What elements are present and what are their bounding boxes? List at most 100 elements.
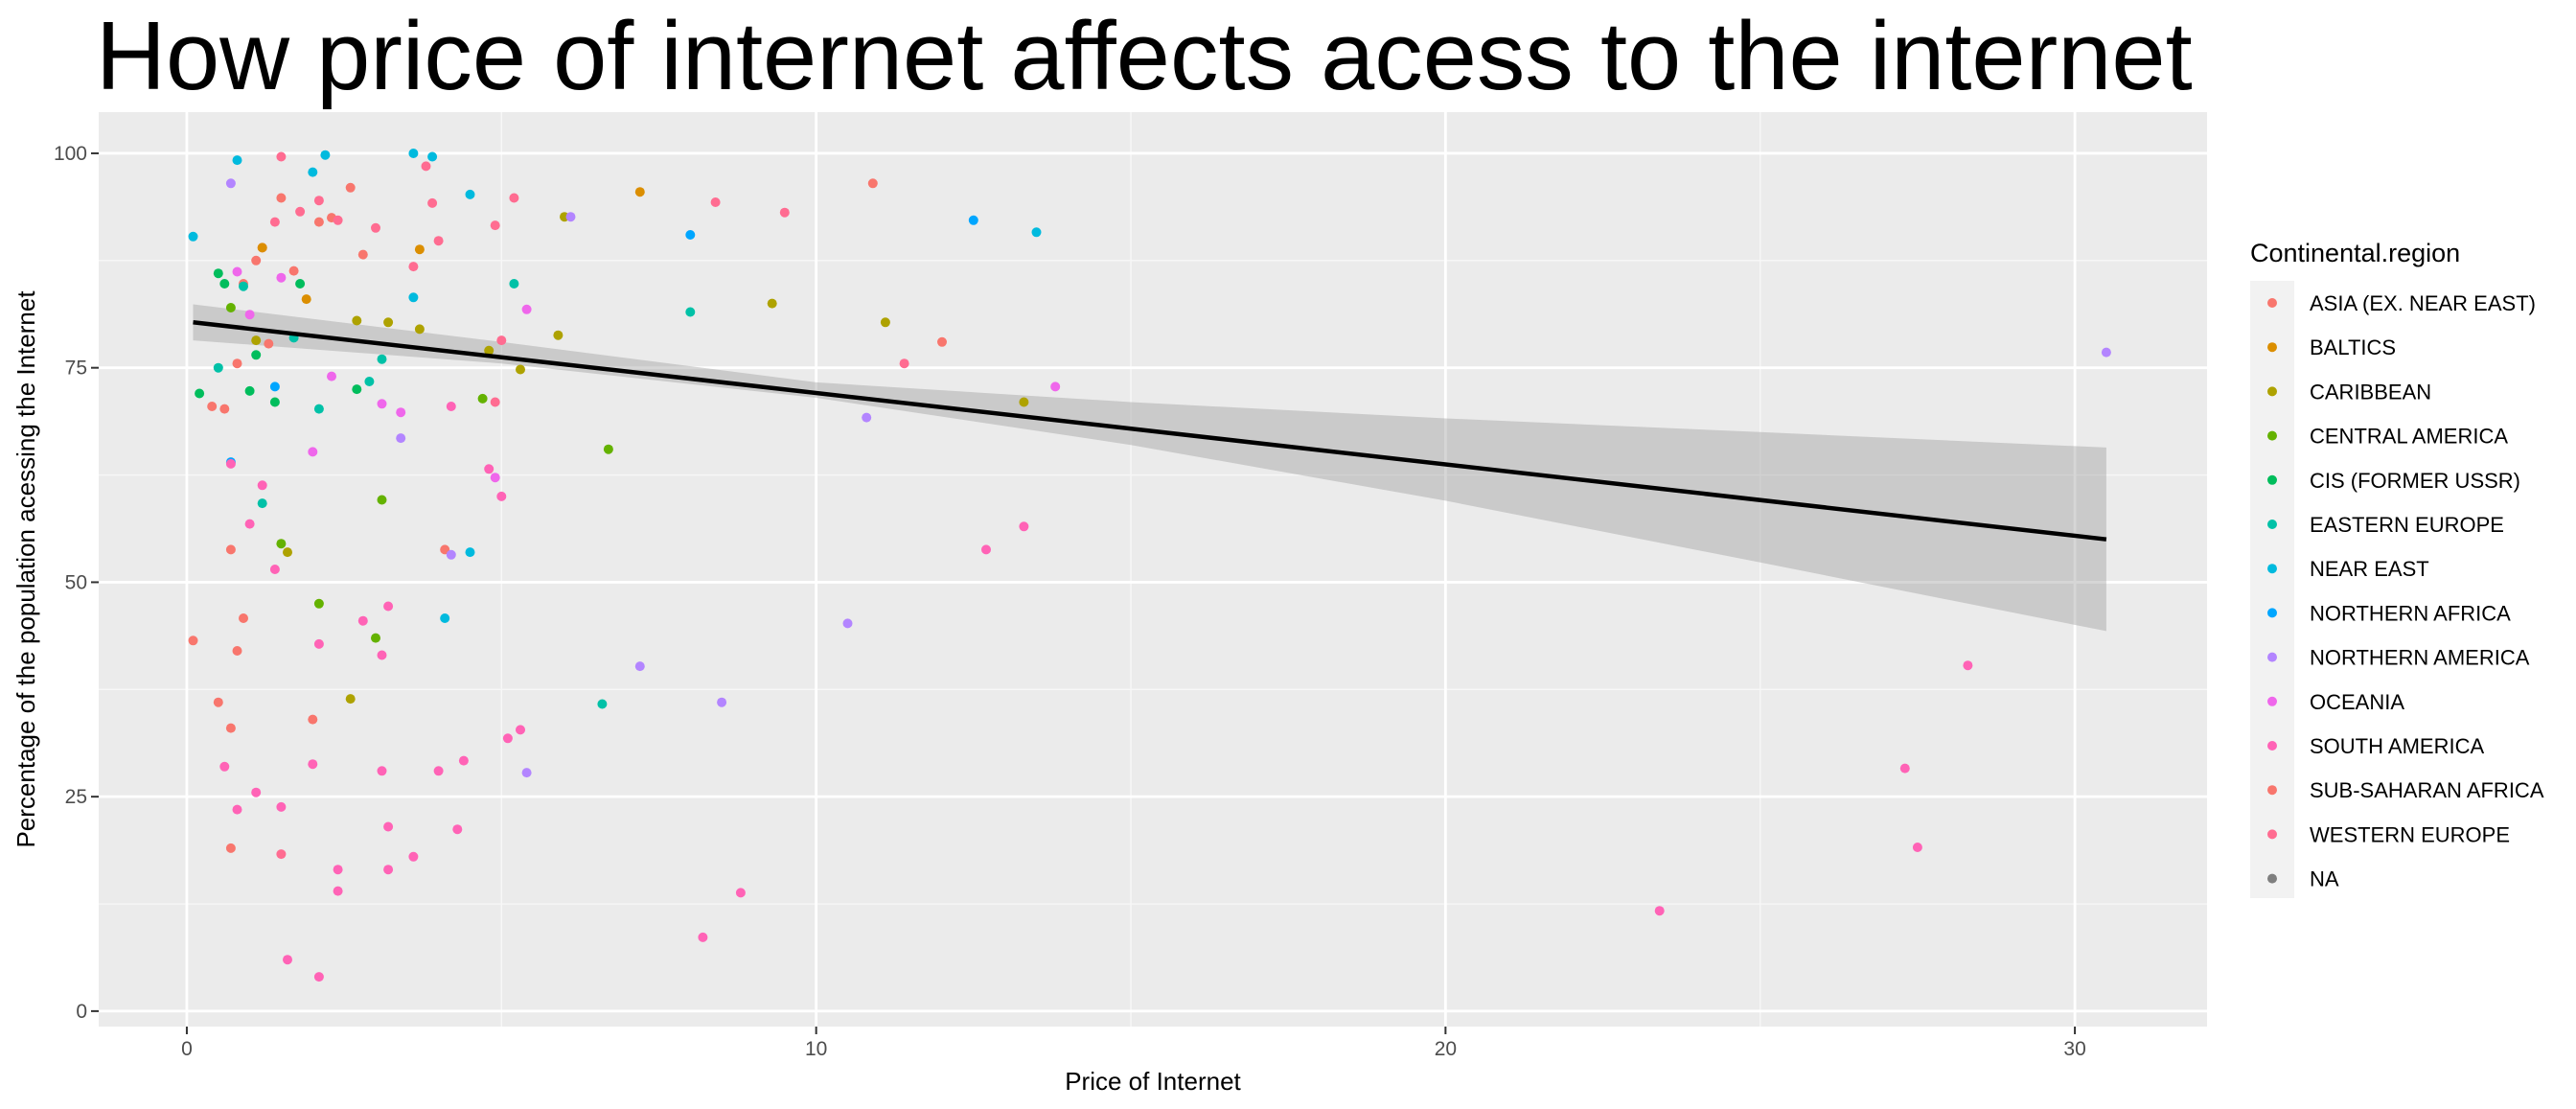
data-point: [408, 851, 419, 862]
data-point: [509, 279, 519, 289]
data-point: [276, 193, 287, 203]
data-point: [313, 638, 324, 649]
legend-label: ASIA (EX. NEAR EAST): [2310, 291, 2536, 315]
data-point: [269, 217, 280, 227]
data-point: [408, 149, 419, 158]
data-point: [502, 733, 513, 744]
legend-key: [2267, 873, 2277, 884]
data-point: [352, 315, 362, 326]
data-point: [308, 759, 318, 770]
data-point: [308, 447, 318, 457]
data-point: [357, 249, 368, 260]
data-point: [710, 197, 721, 207]
data-point: [219, 404, 230, 414]
data-point: [414, 244, 425, 255]
data-point: [251, 255, 262, 266]
y-axis-label: Percentage of the population acessing th…: [12, 290, 40, 848]
data-point: [225, 843, 236, 853]
data-point: [1912, 843, 1922, 852]
data-point: [383, 821, 394, 832]
y-tick-label: 50: [65, 571, 87, 593]
data-point: [232, 266, 242, 277]
data-point: [219, 279, 230, 289]
data-point: [333, 886, 343, 896]
plot-panel: [99, 112, 2207, 1027]
legend-label: OCEANIA: [2310, 690, 2404, 714]
data-point: [371, 633, 380, 643]
legend-title: Continental.region: [2250, 239, 2460, 267]
data-point: [313, 217, 324, 227]
data-point: [509, 193, 519, 203]
data-point: [225, 544, 236, 555]
data-point: [421, 161, 431, 172]
legend-key: [2267, 785, 2277, 796]
legend-key: [2267, 608, 2277, 618]
data-point: [288, 266, 299, 276]
legend-label: EASTERN EUROPE: [2310, 513, 2504, 537]
data-point: [685, 230, 696, 240]
data-point: [251, 350, 262, 360]
data-point: [1050, 381, 1061, 392]
data-point: [484, 345, 494, 356]
data-point: [195, 388, 205, 399]
data-point: [333, 865, 343, 875]
data-point: [244, 385, 255, 396]
data-point: [880, 317, 890, 328]
data-point: [257, 243, 267, 253]
data-point: [219, 761, 230, 772]
data-point: [257, 480, 267, 491]
x-tick-label: 10: [805, 1038, 827, 1060]
data-point: [276, 801, 287, 812]
legend-key-background: [2250, 281, 2294, 898]
data-point: [553, 330, 564, 340]
data-point: [735, 888, 746, 898]
data-point: [427, 197, 438, 208]
data-point: [383, 317, 394, 328]
data-point: [603, 444, 613, 454]
data-point: [232, 646, 242, 656]
data-point: [251, 335, 262, 346]
data-point: [490, 473, 500, 483]
data-point: [313, 598, 324, 609]
data-point: [225, 458, 236, 469]
data-point: [440, 613, 450, 623]
y-tick-label: 25: [65, 786, 87, 808]
data-point: [396, 433, 406, 444]
data-point: [345, 694, 356, 705]
data-point: [327, 371, 336, 381]
data-point: [239, 613, 248, 623]
data-point: [2101, 347, 2111, 358]
data-point: [188, 635, 198, 646]
data-point: [685, 307, 696, 317]
data-point: [698, 932, 708, 942]
data-point: [333, 215, 343, 225]
data-point: [465, 189, 475, 199]
data-point: [433, 766, 444, 776]
data-point: [446, 402, 456, 411]
data-point: [295, 206, 306, 217]
y-tick-label: 75: [65, 358, 87, 380]
data-point: [352, 384, 362, 395]
data-point: [597, 699, 608, 709]
data-point: [396, 407, 406, 418]
data-point: [516, 725, 525, 735]
points-layer: [188, 149, 2111, 982]
data-point: [213, 268, 223, 279]
data-point: [634, 661, 645, 672]
y-axis: 0 25 50 75 100: [54, 143, 99, 1023]
confidence-band-layer: [193, 304, 2106, 632]
data-point: [276, 272, 287, 283]
data-point: [320, 150, 331, 160]
data-point: [377, 766, 387, 776]
data-point: [283, 547, 292, 558]
data-point: [516, 364, 525, 375]
data-point: [408, 262, 419, 272]
data-point: [377, 354, 387, 364]
data-point: [440, 544, 450, 555]
data-point: [383, 865, 394, 875]
legend-key: [2267, 741, 2277, 751]
data-point: [1963, 660, 1973, 671]
data-point: [188, 231, 198, 242]
data-point: [490, 220, 500, 231]
